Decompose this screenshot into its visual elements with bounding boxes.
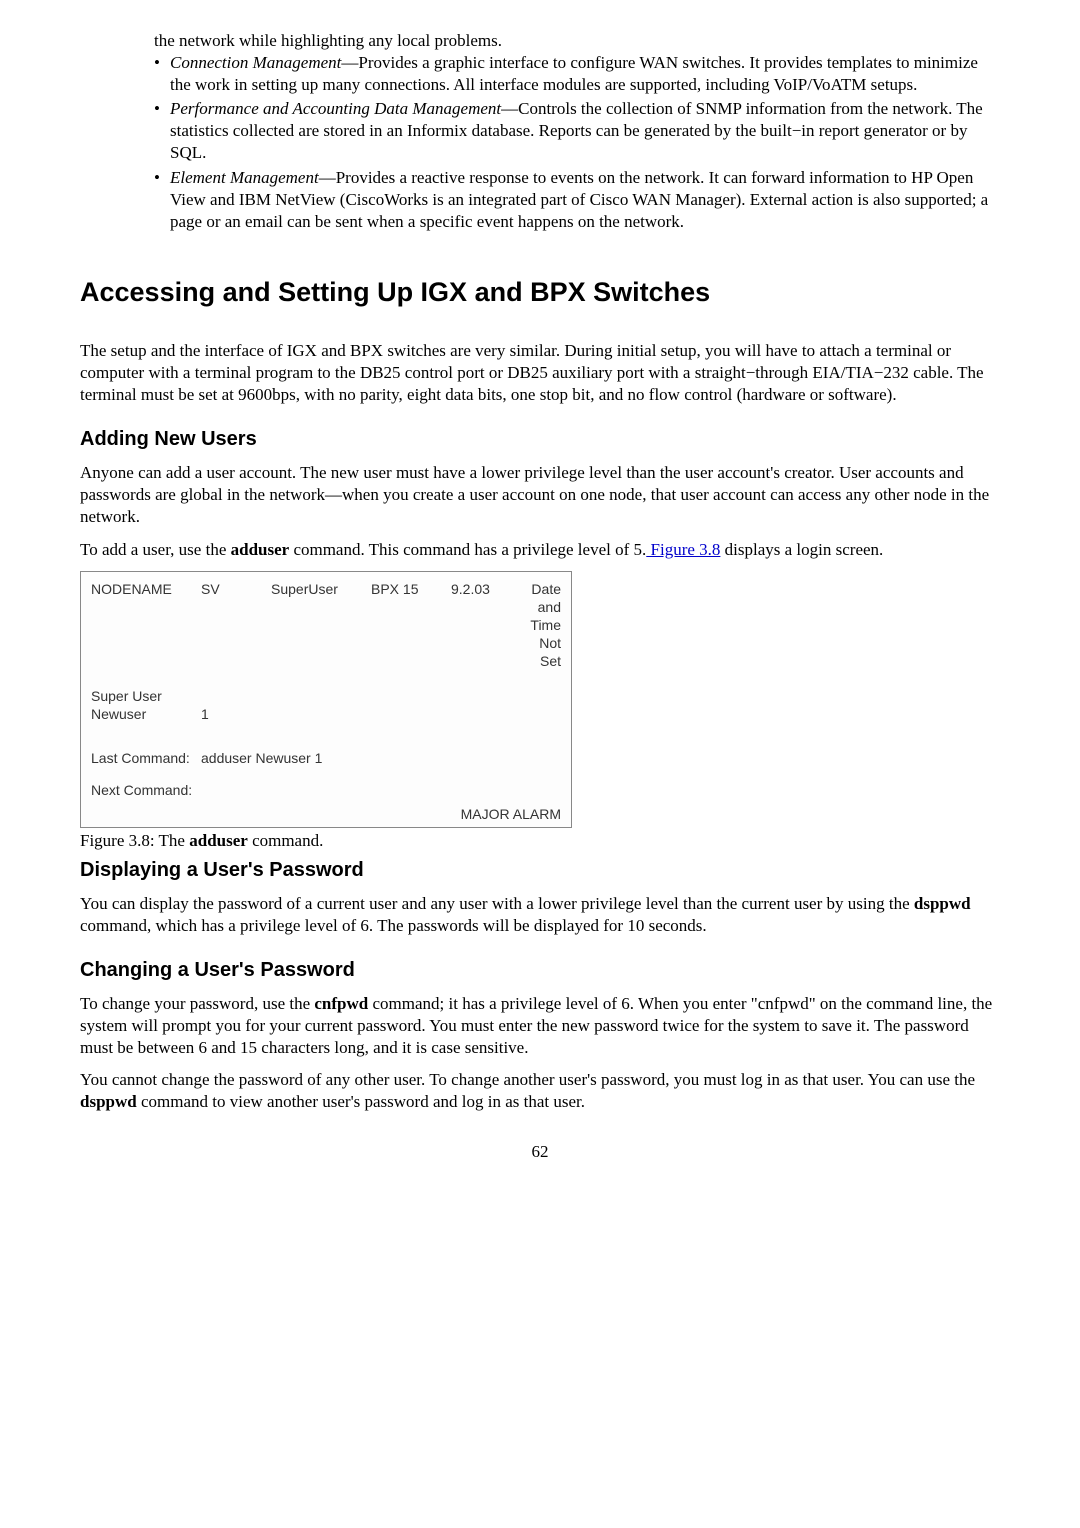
figure-link[interactable]: Figure 3.8 xyxy=(646,540,720,559)
terminal-line: Newuser1 xyxy=(91,705,561,723)
command-name: cnfpwd xyxy=(314,994,368,1013)
text: To add a user, use the xyxy=(80,540,231,559)
text: displays a login screen. xyxy=(720,540,883,559)
term: Element Management xyxy=(170,168,319,187)
figure-caption: Figure 3.8: The adduser command. xyxy=(80,830,1000,852)
terminal-header-cell: 9.2.03 xyxy=(441,572,516,673)
text: You cannot change the password of any ot… xyxy=(80,1070,975,1089)
subsection-heading: Displaying a User's Password xyxy=(80,857,1000,883)
command-name: dsppwd xyxy=(80,1092,137,1111)
intro-fragment: the network while highlighting any local… xyxy=(80,30,1000,52)
paragraph: To add a user, use the adduser command. … xyxy=(80,539,1000,561)
terminal-next-command: Next Command: xyxy=(81,773,571,805)
list-item: Element Management—Provides a reactive r… xyxy=(154,167,1000,233)
terminal-header-cell: NODENAME xyxy=(81,572,191,673)
paragraph: You can display the password of a curren… xyxy=(80,893,1000,937)
terminal-last-command: Last Command:adduser Newuser 1 xyxy=(81,745,571,773)
terminal-field: Newuser xyxy=(91,705,201,723)
text: command, which has a privilege level of … xyxy=(80,916,707,935)
terminal-header-cell: BPX 15 xyxy=(361,572,441,673)
subsection-heading: Adding New Users xyxy=(80,426,1000,452)
command-name: dsppwd xyxy=(914,894,971,913)
terminal-header-cell: Date and Time Not Set xyxy=(516,572,571,673)
terminal-window: NODENAME SV SuperUser BPX 15 9.2.03 Date… xyxy=(80,571,572,829)
value: adduser Newuser 1 xyxy=(201,750,322,766)
list-item: Performance and Accounting Data Manageme… xyxy=(154,98,1000,164)
text: You can display the password of a curren… xyxy=(80,894,914,913)
label: Last Command: xyxy=(91,749,201,767)
text: To change your password, use the xyxy=(80,994,314,1013)
paragraph: The setup and the interface of IGX and B… xyxy=(80,340,1000,406)
term: Performance and Accounting Data Manageme… xyxy=(170,99,501,118)
list-item: Connection Management—Provides a graphic… xyxy=(154,52,1000,96)
terminal-field: 1 xyxy=(201,706,209,722)
command-name: adduser xyxy=(231,540,290,559)
term: Connection Management xyxy=(170,53,341,72)
label: Next Command: xyxy=(91,782,192,798)
subsection-heading: Changing a User's Password xyxy=(80,957,1000,983)
terminal-line: Super User xyxy=(91,687,561,705)
text: command. xyxy=(248,831,324,850)
figure-terminal: NODENAME SV SuperUser BPX 15 9.2.03 Date… xyxy=(80,571,1000,829)
terminal-alarm: MAJOR ALARM xyxy=(81,805,571,827)
text: Figure 3.8: The xyxy=(80,831,189,850)
terminal-body: Super User Newuser1 xyxy=(81,673,571,745)
section-heading: Accessing and Setting Up IGX and BPX Swi… xyxy=(80,275,1000,310)
terminal-header-cell: SV xyxy=(191,572,261,673)
text: command. This command has a privilege le… xyxy=(289,540,646,559)
paragraph: You cannot change the password of any ot… xyxy=(80,1069,1000,1113)
paragraph: Anyone can add a user account. The new u… xyxy=(80,462,1000,528)
terminal-header-cell: SuperUser xyxy=(261,572,361,673)
paragraph: To change your password, use the cnfpwd … xyxy=(80,993,1000,1059)
command-name: adduser xyxy=(189,831,248,850)
text: command to view another user's password … xyxy=(137,1092,585,1111)
page-number: 62 xyxy=(80,1141,1000,1163)
feature-bullets: Connection Management—Provides a graphic… xyxy=(80,52,1000,233)
